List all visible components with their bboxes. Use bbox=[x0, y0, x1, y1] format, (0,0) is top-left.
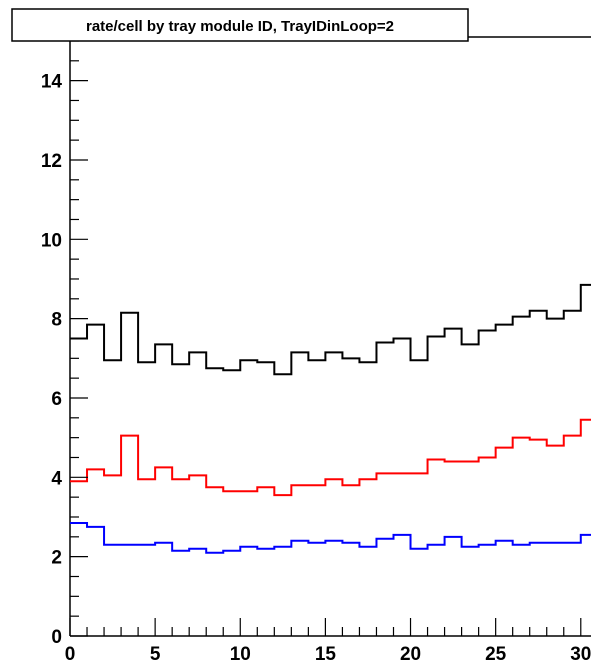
x-tick-label: 20 bbox=[400, 644, 421, 665]
title-frame bbox=[11, 8, 469, 42]
y-tick-label: 10 bbox=[41, 230, 62, 251]
y-tick-label: 2 bbox=[51, 548, 62, 569]
title-box: rate/cell by tray module ID, TrayIDinLoo… bbox=[11, 8, 469, 42]
chart-title: rate/cell by tray module ID, TrayIDinLoo… bbox=[86, 18, 394, 35]
series-line-2 bbox=[70, 521, 591, 554]
x-tick-label: 0 bbox=[65, 644, 76, 665]
x-tick-label: 30 bbox=[570, 644, 591, 665]
y-axis: 0 2 4 6 8 10 12 14 bbox=[41, 40, 88, 648]
y-tick-label: 4 bbox=[51, 468, 62, 489]
series-line-0 bbox=[70, 283, 591, 376]
series-group bbox=[70, 283, 591, 554]
plot-frame bbox=[69, 36, 591, 637]
series-line-1 bbox=[70, 418, 591, 497]
x-tick-label: 10 bbox=[230, 644, 251, 665]
y-tick-label: 14 bbox=[41, 72, 63, 93]
y-tick-label: 6 bbox=[51, 389, 62, 410]
y-tick-label: 8 bbox=[51, 310, 62, 331]
x-tick-label: 5 bbox=[150, 644, 161, 665]
y-tick-label: 12 bbox=[41, 151, 62, 172]
x-tick-label: 15 bbox=[315, 644, 337, 665]
x-axis: 0 5 10 15 20 25 30 bbox=[65, 618, 591, 665]
y-tick-label: 0 bbox=[51, 627, 62, 648]
x-tick-label: 25 bbox=[485, 644, 507, 665]
